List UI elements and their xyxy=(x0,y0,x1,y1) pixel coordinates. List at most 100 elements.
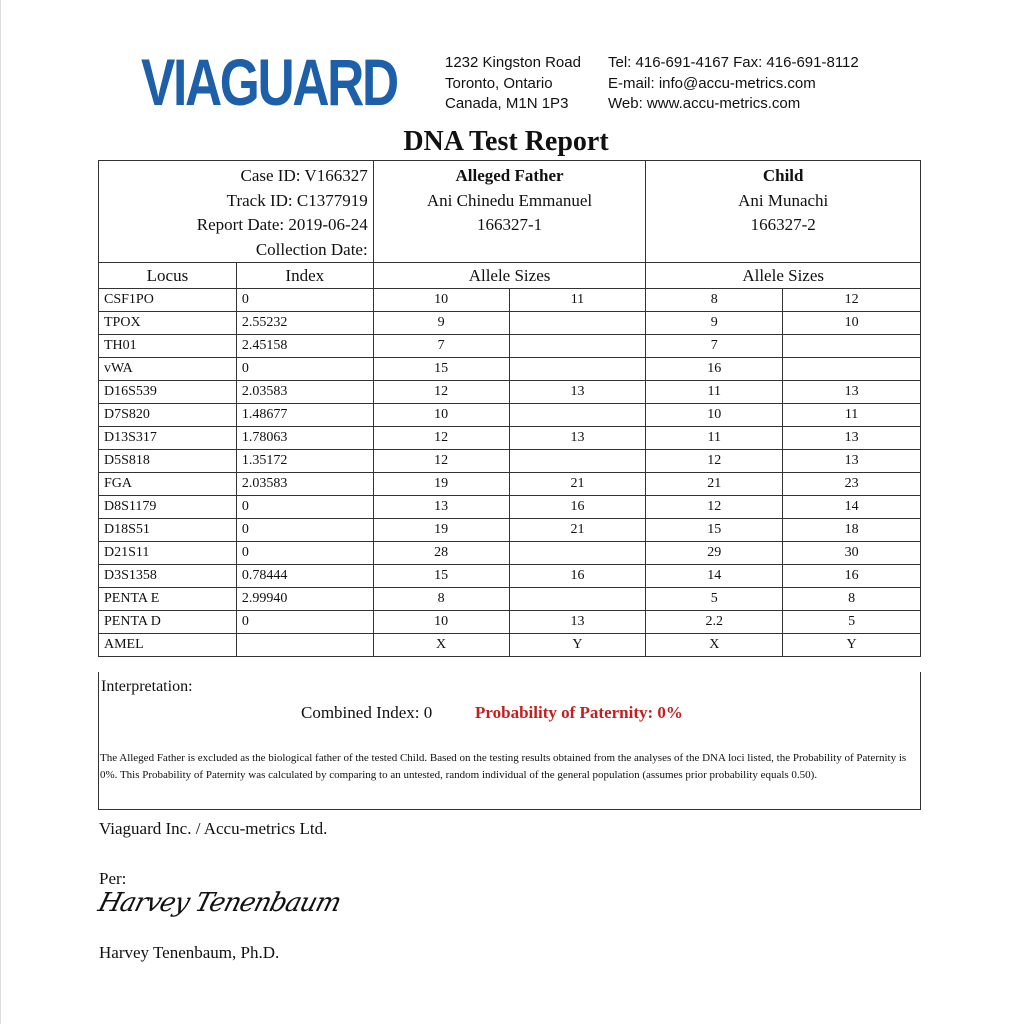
child-allele-1-cell: 10 xyxy=(645,403,784,427)
child-allele-2-cell: 11 xyxy=(782,403,921,427)
father-allele-1-cell: 8 xyxy=(372,587,510,611)
locus-cell: D3S1358 xyxy=(98,564,237,588)
contact-email: E-mail: info@accu-metrics.com xyxy=(608,74,816,92)
father-allele-1-cell: X xyxy=(372,633,510,657)
locus-cell: PENTA D xyxy=(98,610,237,634)
child-allele-2-cell: 13 xyxy=(782,426,921,450)
interpretation-note: The Alleged Father is excluded as the bi… xyxy=(100,752,907,781)
child-allele-2-cell: 14 xyxy=(782,495,921,519)
table-row: D8S1179 0 13 16 12 14 xyxy=(98,495,921,519)
locus-cell: TPOX xyxy=(98,311,237,335)
table-row: FGA 2.03583 19 21 21 23 xyxy=(98,472,921,496)
track-id: Track ID: C1377919 xyxy=(226,190,368,210)
child-allele-1-cell: 15 xyxy=(645,518,784,542)
table-row: CSF1PO 0 10 11 8 12 xyxy=(98,288,921,312)
index-cell: 0 xyxy=(235,495,374,519)
locus-cell: CSF1PO xyxy=(98,288,237,312)
father-info: Alleged Father Ani Chinedu Emmanuel 1663… xyxy=(372,160,647,263)
father-allele-2-cell xyxy=(508,334,647,358)
interpretation-box: Interpretation: Combined Index: 0 Probab… xyxy=(98,672,921,810)
child-allele-2-cell: 23 xyxy=(782,472,921,496)
contact-web: Web: www.accu-metrics.com xyxy=(608,95,801,112)
child-allele-1-cell: 12 xyxy=(645,449,784,473)
child-allele-2-cell: 13 xyxy=(782,380,921,404)
child-allele-1-cell: 12 xyxy=(645,495,784,519)
signer-name: Harvey Tenenbaum, Ph.D. xyxy=(99,943,280,962)
father-allele-1-cell: 15 xyxy=(372,357,510,381)
father-allele-1-cell: 7 xyxy=(372,334,510,358)
address-line: Canada, M1N 1P3 xyxy=(445,95,569,112)
father-allele-1-cell: 10 xyxy=(372,403,510,427)
contact-phone: Tel: 416-691-4167 Fax: 416-691-8112 xyxy=(608,54,859,71)
locus-cell: D16S539 xyxy=(98,380,237,404)
child-allele-1-cell: 11 xyxy=(645,426,784,450)
father-allele-2-cell xyxy=(508,449,647,473)
child-allele-1-cell: 21 xyxy=(645,472,784,496)
index-cell xyxy=(235,633,374,657)
index-cell: 1.78063 xyxy=(235,426,374,450)
index-cell: 2.55232 xyxy=(235,311,374,335)
index-header: Index xyxy=(235,262,374,289)
child-heading: Child xyxy=(762,166,804,185)
index-cell: 2.03583 xyxy=(235,380,374,404)
child-name: Ani Munachi xyxy=(738,190,829,210)
father-allele-1-cell: 12 xyxy=(372,449,510,473)
child-allele-1-cell: 14 xyxy=(645,564,784,588)
case-info: Case ID: V166327 Track ID: C1377919 Repo… xyxy=(98,160,374,263)
child-allele-1-cell: 2.2 xyxy=(645,610,784,634)
locus-cell: D7S820 xyxy=(98,403,237,427)
table-row: PENTA E 2.99940 8 5 8 xyxy=(98,587,921,611)
table-row: vWA 0 15 16 xyxy=(98,357,921,381)
index-cell: 2.03583 xyxy=(235,472,374,496)
index-cell: 0 xyxy=(235,357,374,381)
locus-cell: PENTA E xyxy=(98,587,237,611)
child-allele-1-cell: 9 xyxy=(645,311,784,335)
index-cell: 0 xyxy=(235,610,374,634)
contact-block: Tel: 416-691-4167 Fax: 416-691-8112 E-ma… xyxy=(608,53,859,115)
index-cell: 1.35172 xyxy=(235,449,374,473)
child-allele-1-cell: 29 xyxy=(645,541,784,565)
father-allele-2-cell: 16 xyxy=(508,495,647,519)
father-allele-1-cell: 10 xyxy=(372,610,510,634)
interpretation-label: Interpretation: xyxy=(101,678,193,695)
index-cell: 2.99940 xyxy=(235,587,374,611)
address-line: Toronto, Ontario xyxy=(445,74,553,92)
case-id: Case ID: V166327 xyxy=(240,166,368,185)
company-name: Viaguard Inc. / Accu-metrics Ltd. xyxy=(99,819,328,838)
child-allele-2-cell: 30 xyxy=(782,541,921,565)
locus-cell: D8S1179 xyxy=(98,495,237,519)
father-allele-1-cell: 9 xyxy=(372,311,510,335)
case-header-row: Case ID: V166327 Track ID: C1377919 Repo… xyxy=(98,160,921,263)
child-allele-2-cell xyxy=(782,357,921,381)
table-row: AMEL X Y X Y xyxy=(98,633,921,657)
locus-cell: D13S317 xyxy=(98,426,237,450)
father-allele-2-cell: 11 xyxy=(508,288,647,312)
index-cell: 1.48677 xyxy=(235,403,374,427)
index-cell: 0 xyxy=(235,288,374,312)
father-allele-1-cell: 12 xyxy=(372,426,510,450)
child-allele-2-cell: 8 xyxy=(782,587,921,611)
father-id: 166327-1 xyxy=(476,215,543,234)
index-cell: 0.78444 xyxy=(235,564,374,588)
locus-cell: FGA xyxy=(98,472,237,496)
table-row: TPOX 2.55232 9 9 10 xyxy=(98,311,921,335)
child-allele-2-cell: 16 xyxy=(782,564,921,588)
father-allele-2-cell: 13 xyxy=(508,380,647,404)
father-heading: Alleged Father xyxy=(455,166,564,185)
child-id: 166327-2 xyxy=(750,215,816,234)
locus-cell: TH01 xyxy=(98,334,237,358)
child-allele-header: Allele Sizes xyxy=(645,262,921,289)
index-cell: 0 xyxy=(235,518,374,542)
logo-text: VIAGUARD xyxy=(141,45,399,119)
father-allele-1-cell: 10 xyxy=(372,288,510,312)
table-row: TH01 2.45158 7 7 xyxy=(98,334,921,358)
page-title: DNA Test Report xyxy=(403,126,609,157)
father-allele-2-cell: Y xyxy=(508,633,647,657)
child-allele-1-cell: 8 xyxy=(645,288,784,312)
father-allele-1-cell: 12 xyxy=(372,380,510,404)
per-label: Per: xyxy=(99,869,127,888)
father-allele-1-cell: 13 xyxy=(372,495,510,519)
locus-cell: D21S11 xyxy=(98,541,237,565)
address-block: 1232 Kingston Road Toronto, Ontario Cana… xyxy=(445,53,581,115)
child-allele-2-cell: 18 xyxy=(782,518,921,542)
